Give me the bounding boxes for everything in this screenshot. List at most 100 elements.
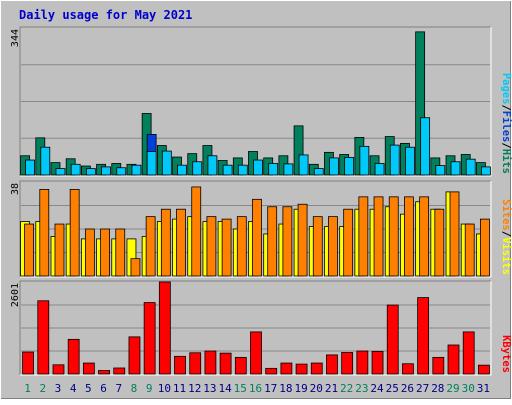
bar-files-day-22 (344, 157, 355, 176)
day-label-13: 13 (203, 382, 216, 395)
legend-kbytes: KBytes (500, 335, 512, 373)
bar-sites-day-13 (206, 216, 217, 277)
day-label-17: 17 (264, 382, 277, 395)
legend-separator: / (500, 104, 512, 110)
day-label-3: 3 (55, 382, 62, 395)
bar-kbytes-day-31 (478, 364, 490, 375)
panel-frame-light (20, 281, 492, 376)
bar-kbytes-day-20 (310, 362, 323, 375)
bar-sites-day-17 (267, 206, 278, 277)
panel-frame-light (20, 27, 492, 177)
bar-files-day-23 (359, 145, 370, 176)
bar-sites-day-22 (343, 208, 354, 277)
bar-files-day-29 (450, 161, 461, 176)
bar-files-day-11 (177, 164, 187, 176)
day-label-4: 4 (70, 382, 77, 395)
bar-files-day-5 (85, 168, 96, 176)
bar-kbytes-day-28 (432, 356, 445, 375)
bar-kbytes-day-19 (295, 363, 308, 375)
bar-sites-day-31 (480, 218, 490, 277)
day-label-30: 30 (462, 382, 475, 395)
bar-kbytes-day-23 (356, 350, 369, 375)
legend-item-kbytes: KBytes (500, 335, 512, 373)
bar-files-day-25 (389, 144, 400, 176)
bar-sites-day-30 (464, 223, 475, 277)
bar-sites-day-24 (373, 196, 384, 277)
bar-kbytes-day-25 (386, 304, 399, 375)
day-label-8: 8 (131, 382, 138, 395)
bar-kbytes-day-29 (447, 344, 460, 375)
bar-sites-day-27 (419, 196, 430, 277)
day-label-25: 25 (386, 382, 399, 395)
day-label-31: 31 (477, 382, 490, 395)
panel-frame-dark (19, 280, 491, 375)
bar-kbytes-day-2 (37, 300, 50, 375)
bar-kbytes-day-7 (113, 367, 126, 375)
legend-hits-files: Pages/Files/Hits (500, 73, 512, 174)
bar-sites-day-25 (388, 196, 399, 277)
day-label-21: 21 (325, 382, 338, 395)
bar-hits-day-19 (293, 125, 304, 176)
bar-sites-day-3 (54, 223, 65, 277)
day-label-14: 14 (218, 382, 232, 395)
bar-sites-day-28 (434, 208, 445, 277)
legend-item-files: Files (500, 111, 512, 143)
bar-kbytes-day-6 (98, 370, 110, 375)
bar-sites-day-20 (312, 216, 323, 277)
bar-files-day-12 (192, 161, 203, 176)
panel-kbytes: 2601 KBytes (10, 280, 512, 376)
bar-files-day-19 (298, 154, 309, 176)
day-label-22: 22 (340, 382, 353, 395)
bar-sites-day-11 (176, 208, 186, 277)
bar-files-day-24 (374, 163, 385, 176)
ymax-label-hits-files: 344 (10, 29, 21, 47)
bar-kbytes-day-30 (462, 331, 475, 375)
day-labels: 1 2 3 4 5 6 7 8 9 10 11 12 13 14 15 16 17 18 19 20 21 22 23 24 2… (24, 382, 490, 395)
bar-kbytes-day-12 (189, 352, 202, 375)
day-label-23: 23 (355, 382, 368, 395)
bar-kbytes-day-24 (371, 350, 384, 375)
bar-kbytes-day-27 (417, 297, 430, 375)
bar-hits-day-27 (415, 31, 426, 176)
day-label-24: 24 (370, 382, 384, 395)
day-label-16: 16 (249, 382, 262, 395)
bar-files-day-21 (329, 157, 339, 176)
panel-sites-visits: 38 Sites/Visits (10, 180, 512, 278)
bar-sites-day-29 (449, 191, 460, 277)
ymax-label-sites-visits: 38 (10, 183, 21, 195)
bar-kbytes-day-4 (67, 338, 80, 375)
bar-files-day-15 (237, 164, 248, 176)
day-label-9: 9 (146, 382, 153, 395)
bar-files-day-9 (146, 151, 157, 176)
bar-files-day-8 (131, 164, 142, 176)
bar-sites-day-14 (221, 218, 232, 277)
bar-sites-day-9 (145, 216, 156, 277)
day-label-19: 19 (294, 382, 307, 395)
bar-kbytes-day-9 (143, 302, 156, 375)
bar-sites-day-23 (358, 196, 369, 277)
bar-sites-day-8 (130, 258, 141, 277)
bar-sites-day-21 (328, 216, 338, 277)
day-label-7: 7 (115, 382, 122, 395)
bar-sites-day-12 (191, 186, 202, 277)
day-label-20: 20 (310, 382, 323, 395)
ymax-label-kbytes: 2601 (10, 283, 21, 307)
bar-sites-day-4 (69, 189, 80, 277)
bar-sites-day-5 (84, 228, 95, 277)
legend-item-sites: Sites (500, 199, 512, 231)
panel-frame-dark (19, 26, 491, 176)
day-label-5: 5 (85, 382, 92, 395)
day-label-1: 1 (24, 382, 31, 395)
bar-files-day-26 (405, 146, 415, 176)
bar-sites-day-26 (404, 196, 414, 277)
day-label-29: 29 (446, 382, 459, 395)
bar-kbytes-day-13 (204, 350, 217, 375)
day-label-26: 26 (401, 382, 414, 395)
bar-files-day-20 (313, 168, 324, 176)
bar-kbytes-day-3 (52, 364, 65, 375)
day-label-11: 11 (173, 382, 186, 395)
bar-kbytes-day-21 (326, 354, 338, 375)
bar-sites-day-16 (252, 198, 262, 277)
